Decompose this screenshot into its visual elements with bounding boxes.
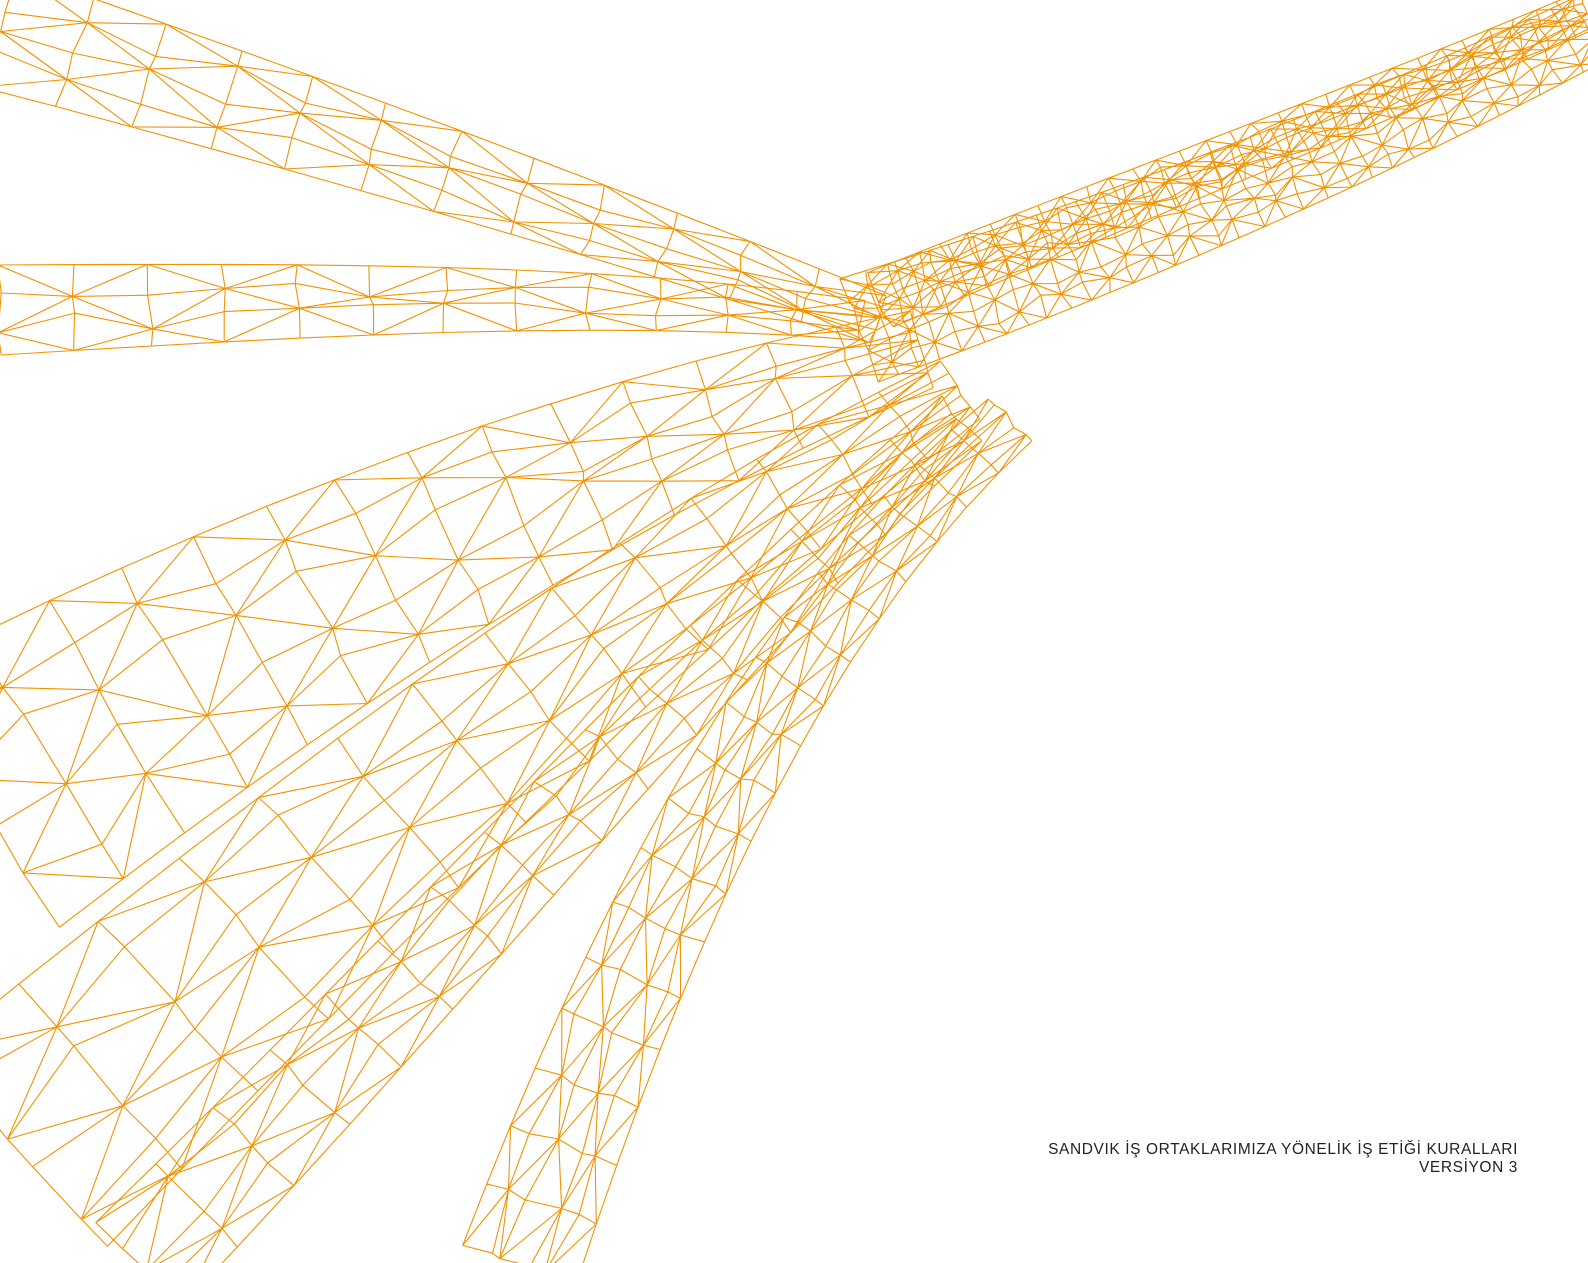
upper-left-strand [0,0,887,344]
document-caption: SANDVIK İŞ ORTAKLARIMIZA YÖNELİK İŞ ETİĞ… [1048,1141,1518,1177]
lower-long-strand-mesh [0,360,981,1247]
bottom-strand-mesh [95,395,983,1263]
bottom-strand [95,395,983,1263]
rope-main-strand-mesh [839,0,1588,383]
right-bottom-strand [462,398,1033,1263]
rope-twist-strand [867,0,1588,328]
rope-twist-strand-mesh [867,0,1588,328]
middle-left-strand [0,263,866,356]
right-bottom-strand-mesh [462,398,1033,1263]
middle-left-strand-mesh [0,263,866,356]
lower-wide-strand-mesh [0,310,934,928]
document-version: VERSİYON 3 [1418,1159,1518,1176]
rope-main-strand [839,0,1588,383]
upper-left-strand-mesh [0,0,887,344]
document-title: SANDVIK İŞ ORTAKLARIMIZA YÖNELİK İŞ ETİĞ… [1048,1141,1518,1158]
lower-wide-strand [0,310,934,928]
lower-long-strand [0,360,981,1247]
